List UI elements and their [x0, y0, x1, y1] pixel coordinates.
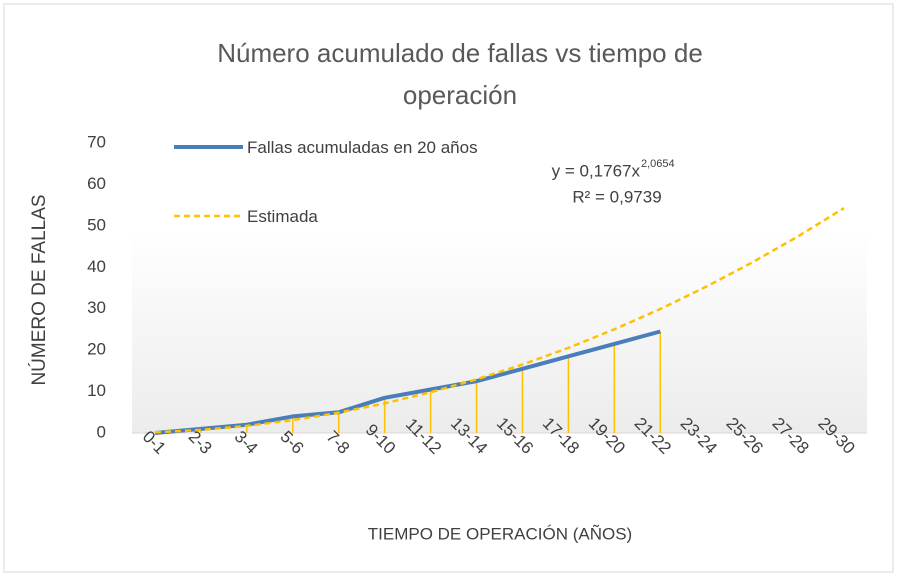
- y-tick-label: 20: [87, 340, 106, 359]
- series-line: [154, 206, 845, 434]
- y-tick-label: 0: [97, 422, 106, 441]
- y-tick-label: 30: [87, 298, 106, 317]
- legend-label: Estimada: [247, 207, 318, 226]
- equation-exponent: 2,0654: [641, 158, 675, 170]
- y-tick-label: 40: [87, 257, 106, 276]
- legend-label: Fallas acumuladas en 20 años: [247, 138, 478, 157]
- title-box: Número acumulado de fallas vs tiempo de …: [0, 32, 898, 116]
- y-tick-label: 60: [87, 174, 106, 193]
- y-axis-label: NÚMERO DE FALLAS: [28, 194, 50, 385]
- y-tick-label: 70: [87, 132, 106, 151]
- r-squared: R² = 0,9739: [572, 187, 661, 206]
- y-tick-label: 50: [87, 215, 106, 234]
- chart-title: Número acumulado de fallas vs tiempo de …: [217, 38, 703, 110]
- plot-area: [132, 143, 867, 433]
- equation: y = 0,1767x: [552, 161, 641, 180]
- y-tick-label: 10: [87, 381, 106, 400]
- x-axis-label: TIEMPO DE OPERACIÓN (AÑOS): [368, 524, 632, 543]
